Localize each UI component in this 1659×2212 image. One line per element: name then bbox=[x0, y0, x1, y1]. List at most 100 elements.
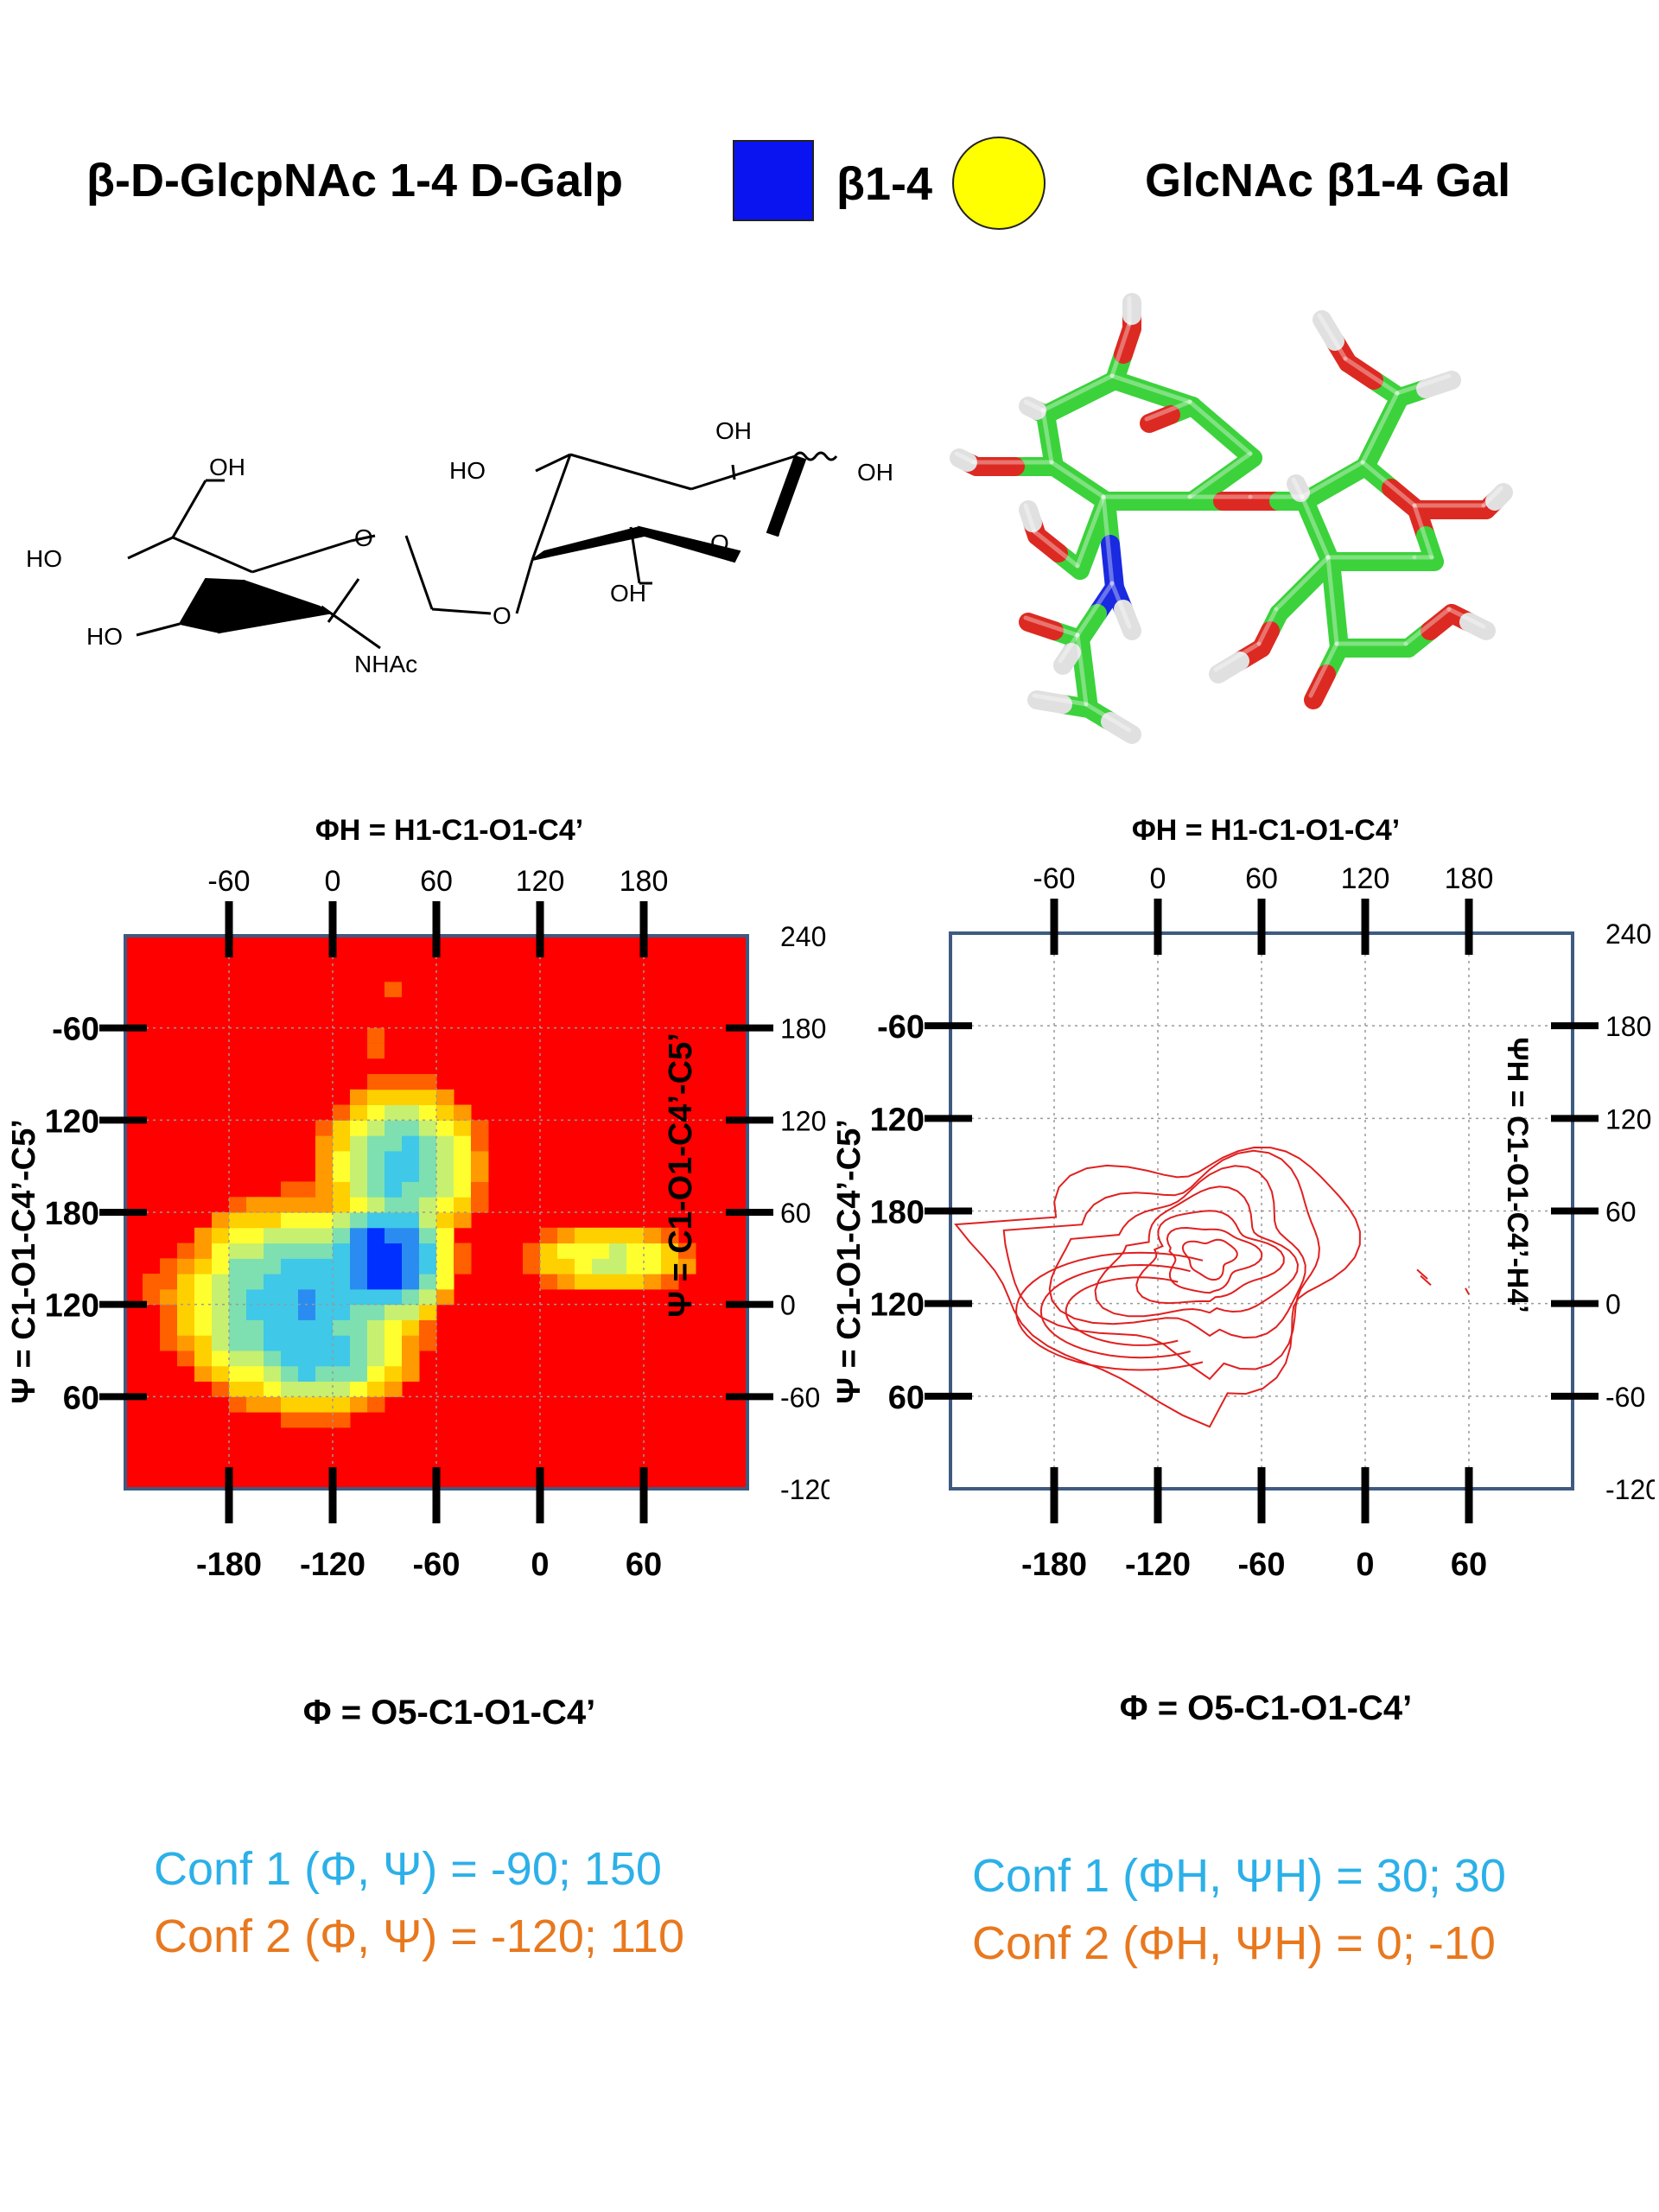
bottom-tick-label: -180 bbox=[196, 1547, 262, 1583]
heatmap-cell bbox=[160, 1288, 178, 1306]
heatmap-cell bbox=[436, 1258, 454, 1274]
heatmap-cell bbox=[523, 1258, 541, 1274]
left-axis-label: Ψ = C1-O1-C4’-C5’ bbox=[6, 1119, 42, 1404]
heatmap-cell bbox=[333, 1120, 351, 1136]
heatmap-cell bbox=[333, 1274, 351, 1290]
heatmap-cell bbox=[143, 1288, 161, 1306]
bond-highlight bbox=[1109, 321, 1132, 378]
heatmap-cell bbox=[385, 1166, 403, 1182]
contour-line bbox=[1420, 1274, 1432, 1286]
bond-highlight bbox=[1023, 503, 1037, 534]
heatmap-cell bbox=[385, 1288, 403, 1306]
heatmap-cell bbox=[454, 1197, 472, 1213]
heatmap-cell bbox=[436, 1227, 454, 1244]
heatmap-cell bbox=[298, 1258, 316, 1274]
heatmap-cell bbox=[419, 1181, 437, 1198]
heatmap-cell bbox=[402, 1212, 420, 1229]
heatmap-cell bbox=[350, 1089, 368, 1106]
bottom-axis-label: Φ = O5-C1-O1-C4’ bbox=[1120, 1689, 1412, 1727]
contour-line bbox=[1039, 1263, 1191, 1359]
heatmap-cell bbox=[246, 1227, 264, 1244]
heatmap-cell bbox=[246, 1381, 264, 1397]
bond-highlight bbox=[1300, 460, 1365, 499]
top-tick-label: 0 bbox=[325, 865, 341, 898]
heatmap-cell bbox=[402, 1304, 420, 1320]
heatmap-cell bbox=[367, 1227, 385, 1244]
heatmap-cell bbox=[177, 1274, 195, 1290]
right-tick-label: -60 bbox=[1605, 1382, 1645, 1413]
heatmap-cell bbox=[402, 1104, 420, 1121]
heatmap-cell bbox=[298, 1335, 316, 1351]
linkage-label: β1-4 bbox=[836, 158, 933, 210]
heatmap-cell bbox=[315, 1258, 334, 1274]
gal-circle-icon bbox=[952, 137, 1046, 230]
heatmap-cell bbox=[177, 1351, 195, 1367]
right-tick-label: 0 bbox=[780, 1290, 796, 1321]
heatmap-cell bbox=[212, 1335, 230, 1351]
heatmap-cell bbox=[626, 1258, 645, 1274]
heatmap-cell bbox=[350, 1351, 368, 1367]
heatmap-cell bbox=[367, 1365, 385, 1382]
heatmap-cell bbox=[367, 1150, 385, 1167]
heatmap-cell bbox=[436, 1197, 454, 1213]
heatmap-cell bbox=[367, 1274, 385, 1290]
heatmap-cell bbox=[402, 1089, 420, 1106]
heatmap-cell bbox=[350, 1135, 368, 1152]
contour-line bbox=[1416, 1268, 1428, 1280]
heatmap-cell bbox=[194, 1288, 213, 1306]
contour-line bbox=[1048, 1165, 1306, 1339]
contour-line bbox=[1166, 1226, 1263, 1294]
heatmap-cell bbox=[419, 1150, 437, 1167]
left-axis-label: Ψ = C1-O1-C4’-C5’ bbox=[831, 1119, 868, 1404]
heatmap-cell bbox=[419, 1135, 437, 1152]
heatmap-cell bbox=[661, 1227, 679, 1244]
heatmap-cell bbox=[436, 1135, 454, 1152]
bond-highlight bbox=[1109, 581, 1132, 629]
heatmap-cell bbox=[402, 1197, 420, 1213]
heatmap-cell bbox=[402, 1074, 420, 1090]
heatmap-cell bbox=[315, 1166, 334, 1182]
heatmap-cell bbox=[367, 1381, 385, 1397]
bottom-tick-label: -180 bbox=[1021, 1547, 1087, 1583]
heatmap-cell bbox=[644, 1243, 662, 1259]
bond-highlight bbox=[1049, 460, 1106, 499]
heatmap-cell bbox=[264, 1396, 282, 1413]
heatmap-cell bbox=[194, 1304, 213, 1320]
bond-highlight bbox=[1101, 494, 1115, 586]
heatmap-cell bbox=[385, 1319, 403, 1336]
heatmap-cell bbox=[212, 1288, 230, 1306]
left-title: β-D-GlcpNAc 1-4 D-Galp bbox=[86, 155, 624, 207]
heatmap-cell bbox=[315, 1120, 334, 1136]
heatmap-cell bbox=[315, 1243, 334, 1259]
heatmap-cell bbox=[333, 1335, 351, 1351]
heatmap-cell bbox=[281, 1351, 299, 1367]
heatmap-cell bbox=[246, 1365, 264, 1382]
heatmap-cell bbox=[557, 1274, 575, 1290]
heatmap-cell bbox=[367, 1104, 385, 1121]
heatmap-cell bbox=[419, 1243, 437, 1259]
bond-highlight bbox=[1084, 702, 1132, 733]
heatmap-cell bbox=[229, 1227, 247, 1244]
heatmap-cell bbox=[264, 1365, 282, 1382]
bond-highlight bbox=[1058, 632, 1080, 664]
heatmap-cell bbox=[402, 1166, 420, 1182]
bond bbox=[1287, 474, 1310, 502]
heatmap-cell bbox=[315, 1181, 334, 1198]
heatmap-cell bbox=[281, 1365, 299, 1382]
bond-highlight bbox=[1213, 641, 1262, 672]
right-axis-label: Ψ = C1-O1-C4’-C5’ bbox=[663, 1033, 699, 1318]
bond bbox=[1071, 371, 1124, 407]
contour-line bbox=[1135, 1210, 1285, 1305]
heatmap-cell bbox=[212, 1381, 230, 1397]
heatmap-cell bbox=[229, 1243, 247, 1259]
bottom-axis-label: Φ = O5-C1-O1-C4’ bbox=[303, 1694, 595, 1732]
heatmap-cell bbox=[402, 1288, 420, 1306]
bond-highlight bbox=[1291, 477, 1305, 499]
heatmap-cell bbox=[333, 1135, 351, 1152]
right-tick-label: 120 bbox=[1605, 1103, 1651, 1135]
heatmap-cell bbox=[402, 1181, 420, 1198]
bond bbox=[1101, 712, 1141, 744]
heatmap-cell bbox=[160, 1304, 178, 1320]
heatmap-cell bbox=[264, 1381, 282, 1397]
heatmap-cell bbox=[350, 1381, 368, 1397]
